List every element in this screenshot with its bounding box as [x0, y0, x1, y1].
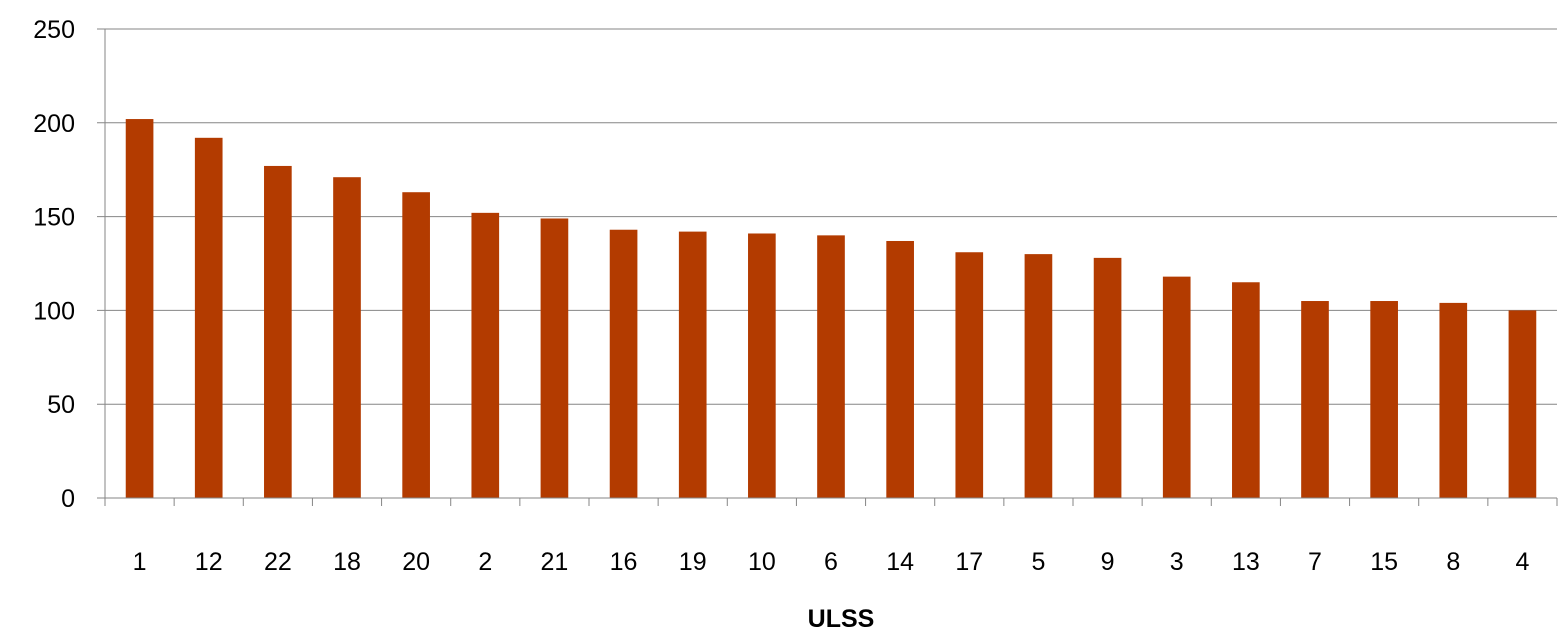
bar	[1024, 254, 1053, 498]
x-tick-label: 22	[264, 548, 292, 576]
x-tick-label: 6	[824, 548, 838, 576]
x-tick-label: 4	[1515, 548, 1529, 576]
x-tick-label: 5	[1031, 548, 1045, 576]
x-tick-label: 7	[1308, 548, 1322, 576]
x-tick-label: 13	[1232, 548, 1260, 576]
bar	[194, 137, 223, 499]
x-tick-label: 14	[886, 548, 914, 576]
bars	[125, 119, 1537, 499]
x-tick-label: 20	[402, 548, 430, 576]
x-tick-label: 3	[1170, 548, 1184, 576]
x-tick-label: 18	[333, 548, 361, 576]
bar	[1093, 257, 1122, 498]
x-tick-label: 8	[1446, 548, 1460, 576]
y-axis-ticks: 0 50 100 150 200 250	[33, 16, 75, 513]
bar	[748, 233, 776, 498]
bar	[609, 229, 638, 498]
bar	[264, 165, 292, 498]
bar	[1508, 310, 1537, 498]
y-tick-label: 200	[33, 110, 75, 138]
x-tick-label: 19	[679, 548, 707, 576]
bar	[471, 212, 500, 498]
x-axis-ticks: 1 12 22 18 20 2 21 16 19 10 6 14 17 5 9 3 13 7 15 8 4	[104, 498, 1558, 576]
bar	[886, 240, 914, 498]
bar	[1370, 301, 1398, 498]
x-axis-title: ULSS	[808, 605, 875, 633]
x-tick-label: 10	[748, 548, 776, 576]
x-tick-label: 12	[195, 548, 223, 576]
axes	[97, 29, 1557, 499]
bar	[402, 192, 430, 498]
bar	[333, 177, 361, 499]
y-tick-label: 0	[61, 485, 75, 513]
bar	[955, 252, 984, 498]
x-tick-label: 2	[478, 548, 492, 576]
x-tick-label: 9	[1101, 548, 1115, 576]
bar	[540, 218, 569, 498]
x-tick-label: 1	[133, 548, 147, 576]
bar	[817, 235, 845, 499]
y-tick-label: 250	[33, 16, 75, 44]
bar	[678, 231, 707, 498]
y-tick-label: 100	[33, 297, 75, 325]
bar	[1162, 276, 1191, 498]
bar	[125, 119, 154, 498]
bar	[1301, 301, 1329, 498]
bar	[1439, 302, 1468, 498]
x-tick-label: 17	[955, 548, 983, 576]
x-tick-label: 21	[541, 548, 569, 576]
x-tick-label: 16	[610, 548, 638, 576]
y-tick-label: 50	[47, 391, 75, 419]
y-tick-label: 150	[33, 204, 75, 232]
bar	[1232, 282, 1260, 498]
x-tick-label: 15	[1370, 548, 1398, 576]
